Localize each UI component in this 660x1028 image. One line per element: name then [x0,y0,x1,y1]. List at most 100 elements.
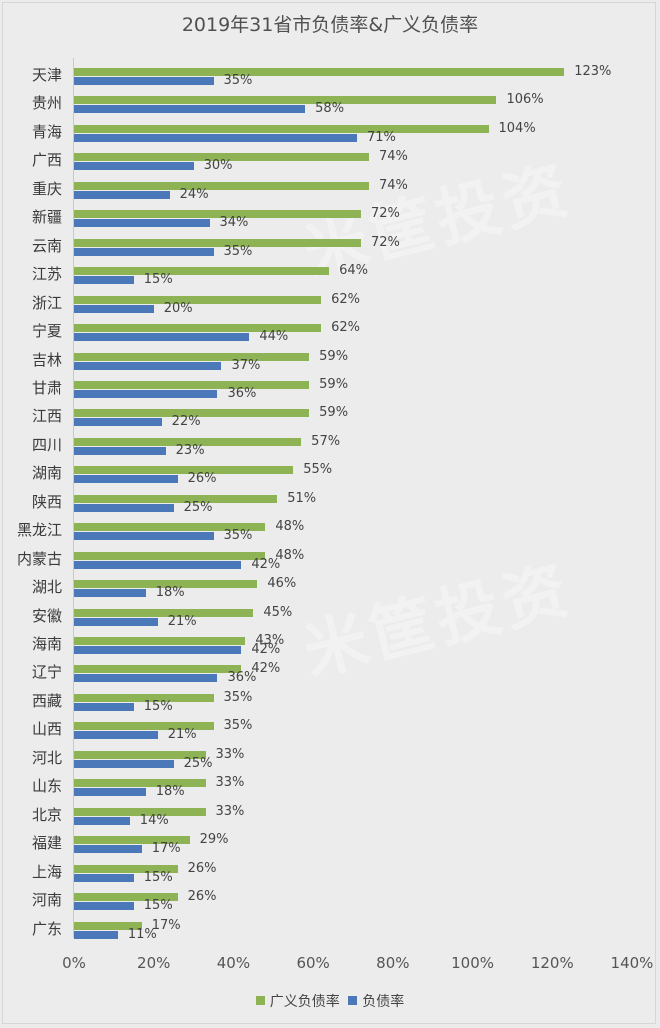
bar-broad-debt-ratio[interactable] [74,807,206,816]
bar-debt-ratio[interactable] [74,589,146,598]
bar-row: 西藏 35% 15% [0,690,660,720]
bar-broad-debt-ratio[interactable] [74,238,361,247]
bar-debt-ratio[interactable] [74,276,134,285]
category-label: 山东 [31,777,62,796]
bar-broad-debt-ratio[interactable] [74,96,497,105]
bar-debt-ratio[interactable] [74,333,250,342]
bar-debt-ratio[interactable] [74,361,222,370]
data-label-debt: 71% [366,129,396,145]
bar-debt-ratio[interactable] [74,560,242,569]
bar-debt-ratio[interactable] [74,930,118,939]
bar-debt-ratio[interactable] [74,646,242,654]
data-label-debt: 24% [179,186,209,202]
bar-broad-debt-ratio[interactable] [74,551,266,560]
bar-broad-debt-ratio[interactable] [74,124,489,133]
bar-debt-ratio[interactable] [74,902,134,911]
bar-broad-debt-ratio[interactable] [74,380,310,389]
bar-broad-debt-ratio[interactable] [74,466,294,475]
data-label-debt: 14% [139,812,169,828]
bar-row: 北京 33% 14% [0,804,660,834]
bar-debt-ratio[interactable] [74,389,218,398]
bar-debt-ratio[interactable] [74,105,306,114]
bar-broad-debt-ratio[interactable] [74,665,242,674]
category-label: 浙江 [31,293,62,312]
bar-debt-ratio[interactable] [74,446,166,455]
bar-row: 辽宁 42% 36% [0,662,660,691]
bar-row: 上海 26% 15% [0,860,660,891]
bar-broad-debt-ratio[interactable] [74,494,278,503]
bar-broad-debt-ratio[interactable] [74,267,330,276]
bar-broad-debt-ratio[interactable] [74,864,178,873]
bar-broad-debt-ratio[interactable] [74,352,310,361]
bar-debt-ratio[interactable] [74,190,170,199]
category-label: 广西 [31,151,62,170]
bar-debt-ratio[interactable] [74,674,218,683]
bar-broad-debt-ratio[interactable] [74,637,246,645]
bar-broad-debt-ratio[interactable] [74,409,310,418]
bar-debt-ratio[interactable] [74,77,214,85]
bar-broad-debt-ratio[interactable] [74,324,322,333]
bar-debt-ratio[interactable] [74,617,158,626]
x-tick-label: 60% [296,954,330,972]
data-label-debt: 18% [155,784,185,800]
bar-broad-debt-ratio[interactable] [74,779,206,788]
bar-debt-ratio[interactable] [74,133,357,142]
bar-debt-ratio[interactable] [74,702,134,711]
data-label-broad: 26% [187,860,217,876]
bar-broad-debt-ratio[interactable] [74,836,190,845]
bar-debt-ratio[interactable] [74,503,174,512]
bar-broad-debt-ratio[interactable] [74,210,361,219]
bar-broad-debt-ratio[interactable] [74,921,142,930]
bar-debt-ratio[interactable] [74,304,154,313]
data-label-broad: 74% [378,177,408,193]
bar-broad-debt-ratio[interactable] [74,608,254,617]
bar-broad-debt-ratio[interactable] [74,750,206,759]
data-label-debt: 18% [155,585,185,601]
data-label-debt: 42% [251,642,281,657]
bar-debt-ratio[interactable] [74,788,146,797]
bar-row: 福建 29% 17% [0,833,660,862]
bar-broad-debt-ratio[interactable] [74,580,258,589]
bar-debt-ratio[interactable] [74,475,178,484]
data-label-debt: 30% [203,158,233,174]
bar-debt-ratio[interactable] [74,759,174,768]
bar-debt-ratio[interactable] [74,845,142,854]
bar-row: 广东 17% 11% [0,918,660,948]
category-label: 陕西 [31,492,62,511]
bar-broad-debt-ratio[interactable] [74,693,214,702]
bar-debt-ratio[interactable] [74,873,134,882]
bar-debt-ratio[interactable] [74,532,214,541]
category-label: 湖南 [31,464,62,483]
data-label-broad: 55% [303,462,333,478]
legend-item-broad[interactable]: 广义负债率 [255,991,340,1011]
category-label: 海南 [31,635,62,653]
bar-broad-debt-ratio[interactable] [74,437,302,446]
data-label-debt: 15% [143,869,173,885]
data-label-debt: 35% [223,73,253,88]
category-label: 重庆 [31,179,62,198]
bar-row: 新疆 72% 34% [0,206,660,236]
bar-debt-ratio[interactable] [74,247,214,256]
bar-debt-ratio[interactable] [74,418,162,427]
bar-debt-ratio[interactable] [74,219,210,228]
x-tick-label: 100% [451,954,495,972]
bar-debt-ratio[interactable] [74,731,158,740]
data-label-broad: 72% [370,206,400,222]
data-label-debt: 35% [223,528,253,544]
bar-broad-debt-ratio[interactable] [74,68,565,76]
category-label: 西藏 [31,691,62,710]
bar-row: 山东 33% 18% [0,776,660,805]
bar-row: 天津 123% 35% [0,65,660,94]
category-label: 北京 [31,805,62,824]
legend-item-debt[interactable]: 负债率 [348,991,404,1011]
bar-broad-debt-ratio[interactable] [74,523,266,532]
bar-broad-debt-ratio[interactable] [74,893,178,902]
bar-debt-ratio[interactable] [74,816,130,825]
bar-debt-ratio[interactable] [74,162,194,171]
data-label-broad: 46% [267,576,297,592]
bar-broad-debt-ratio[interactable] [74,153,369,162]
bar-broad-debt-ratio[interactable] [74,295,322,304]
category-label: 辽宁 [31,663,62,682]
bar-broad-debt-ratio[interactable] [74,722,214,731]
bar-broad-debt-ratio[interactable] [74,181,369,190]
